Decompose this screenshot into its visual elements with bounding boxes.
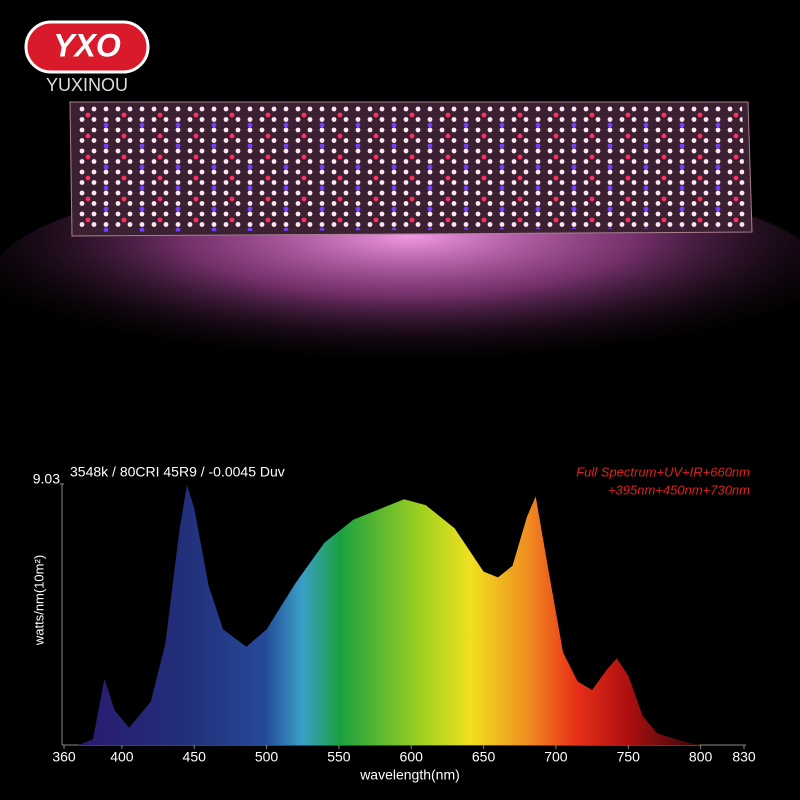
led-grid-color bbox=[76, 106, 746, 232]
annotation: +395nm+450nm+730nm bbox=[608, 482, 750, 497]
logo-mark: YXO bbox=[53, 27, 121, 63]
logo-badge bbox=[24, 20, 150, 74]
logo-brand: YUXINOU bbox=[46, 75, 128, 95]
x-tick-label: 650 bbox=[472, 749, 496, 765]
annotation: Full Spectrum+UV+IR+660nm bbox=[576, 464, 750, 479]
x-tick-label: 360 bbox=[52, 749, 76, 765]
x-tick-label: 450 bbox=[183, 749, 207, 765]
x-tick-label: 700 bbox=[544, 749, 568, 765]
spectrum-chart: 3548k / 80CRI 45R9 / -0.0045 Duv Full Sp… bbox=[31, 464, 755, 783]
x-tick-label: 750 bbox=[617, 749, 641, 765]
spectrum-area bbox=[78, 484, 701, 745]
x-tick-label: 600 bbox=[400, 749, 424, 765]
x-tick-label: 830 bbox=[732, 749, 756, 765]
x-tick-label: 800 bbox=[689, 749, 713, 765]
x-tick-label: 500 bbox=[255, 749, 279, 765]
x-tick-label: 400 bbox=[110, 749, 134, 765]
y-tick-label: 9.03 bbox=[33, 471, 60, 487]
y-axis-label: watts/nm(10m²) bbox=[31, 555, 46, 646]
x-axis-label: wavelength(nm) bbox=[359, 767, 460, 783]
x-tick-label: 550 bbox=[327, 749, 351, 765]
chart-subtitle: 3548k / 80CRI 45R9 / -0.0045 Duv bbox=[70, 464, 285, 480]
